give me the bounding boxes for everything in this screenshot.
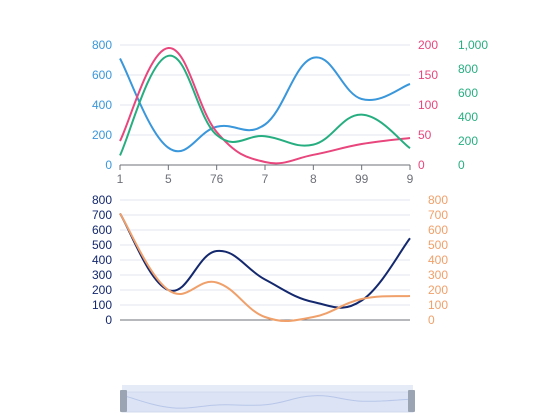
y-tick-label-right2: 400 xyxy=(458,110,478,124)
y-tick-label-right2: 200 xyxy=(458,134,478,148)
y-tick-label-left: 0 xyxy=(105,158,112,172)
y-tick-label-right: 400 xyxy=(428,253,448,267)
y-tick-label-left: 200 xyxy=(92,283,112,297)
y-tick-label-left: 200 xyxy=(92,128,112,142)
x-tick-label: 99 xyxy=(355,172,369,186)
zoom-slider-top xyxy=(122,385,413,392)
y-tick-label-right2: 0 xyxy=(458,158,465,172)
y-tick-label-right2: 600 xyxy=(458,86,478,100)
x-tick-label: 8 xyxy=(310,172,317,186)
y-tick-label-left: 700 xyxy=(92,208,112,222)
y-tick-label-right2: 800 xyxy=(458,62,478,76)
y-tick-label-left: 400 xyxy=(92,253,112,267)
y-tick-label-right: 800 xyxy=(428,193,448,207)
y-tick-label-left: 300 xyxy=(92,268,112,282)
y-tick-label-right: 100 xyxy=(428,298,448,312)
y-tick-label-right1: 50 xyxy=(418,128,432,142)
y-tick-label-right: 500 xyxy=(428,238,448,252)
y-tick-label-right1: 0 xyxy=(418,158,425,172)
x-tick-label: 9 xyxy=(407,172,414,186)
y-tick-label-right: 300 xyxy=(428,268,448,282)
y-tick-label-right1: 150 xyxy=(418,68,438,82)
series-line-1 xyxy=(119,212,411,309)
y-tick-label-left: 500 xyxy=(92,238,112,252)
y-tick-label-right: 200 xyxy=(428,283,448,297)
x-tick-label: 76 xyxy=(210,172,224,186)
y-tick-label-left: 400 xyxy=(92,98,112,112)
x-tick-label: 1 xyxy=(117,172,124,186)
y-tick-label-left: 600 xyxy=(92,223,112,237)
y-tick-label-right: 600 xyxy=(428,223,448,237)
series-line-3 xyxy=(119,54,411,156)
zoom-slider-preview xyxy=(123,395,411,409)
x-tick-label: 5 xyxy=(165,172,172,186)
y-tick-label-left: 800 xyxy=(92,38,112,52)
zoom-slider-left-handle[interactable] xyxy=(120,390,127,412)
zoom-slider-track xyxy=(121,391,414,413)
y-tick-label-left: 600 xyxy=(92,68,112,82)
y-tick-label-left: 800 xyxy=(92,193,112,207)
y-tick-label-left: 0 xyxy=(105,313,112,327)
y-tick-label-right2: 1,000 xyxy=(458,38,488,52)
y-tick-label-right: 0 xyxy=(428,313,435,327)
series-line-2 xyxy=(119,46,411,165)
y-tick-label-right1: 200 xyxy=(418,38,438,52)
y-tick-label-left: 100 xyxy=(92,298,112,312)
y-tick-label-right1: 100 xyxy=(418,98,438,112)
zoom-slider-right-handle[interactable] xyxy=(408,390,415,412)
y-tick-label-right: 700 xyxy=(428,208,448,222)
x-tick-label: 7 xyxy=(262,172,269,186)
